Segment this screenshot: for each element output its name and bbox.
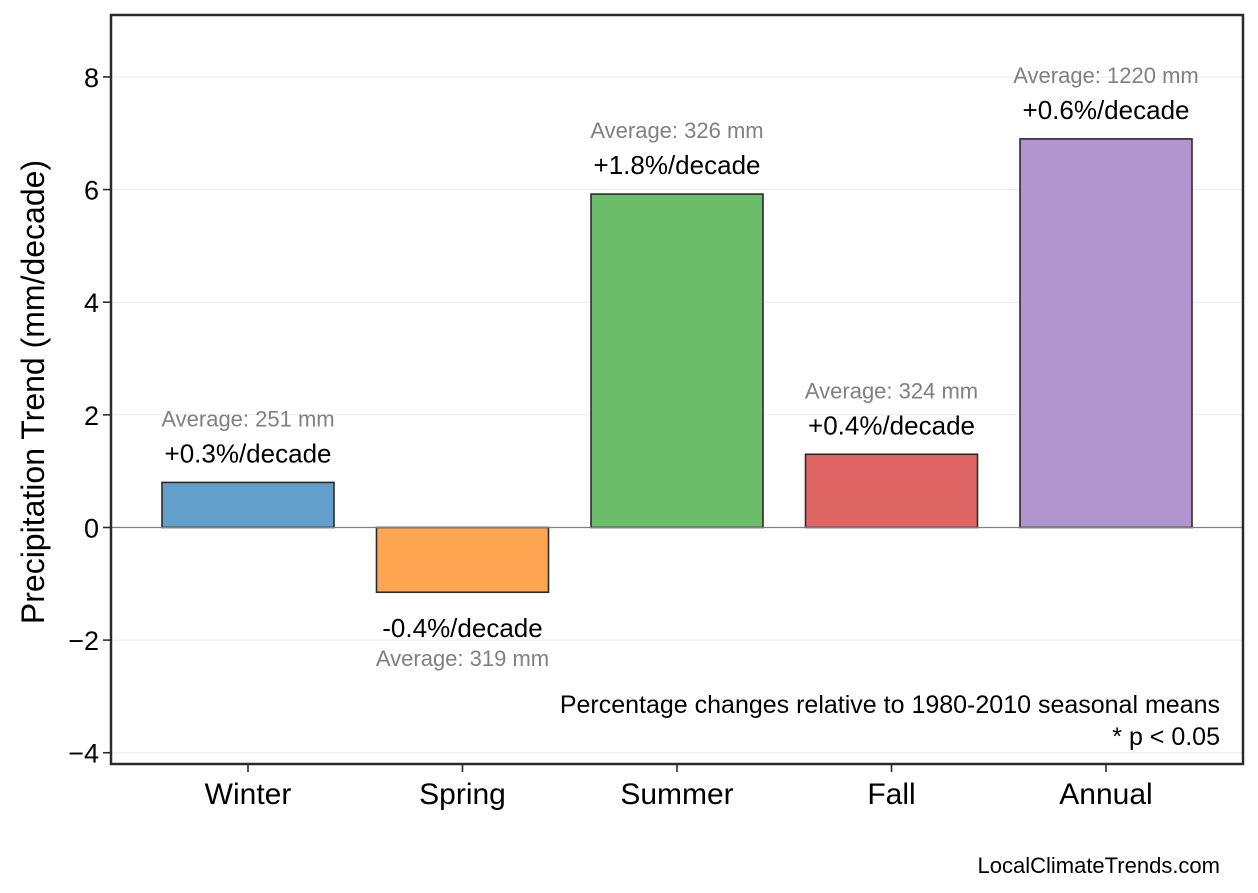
average-label: Average: 251 mm xyxy=(161,406,334,431)
y-axis-label: Precipitation Trend (mm/decade) xyxy=(15,160,51,624)
percent-label: +1.8%/decade xyxy=(594,150,761,180)
average-label: Average: 326 mm xyxy=(590,118,763,143)
percent-label: +0.6%/decade xyxy=(1023,95,1190,125)
y-tick-label: −4 xyxy=(68,739,99,769)
bar-labels: +0.3%/decade Average: 251 mm -0.4%/decade A… xyxy=(161,63,1198,671)
bar-summer xyxy=(590,193,764,529)
x-tick-label: Summer xyxy=(620,778,733,811)
average-label: Average: 1220 mm xyxy=(1013,63,1198,88)
bar-winter xyxy=(161,481,335,529)
y-tick-label: 0 xyxy=(84,513,99,543)
y-tick-label: 6 xyxy=(84,176,99,206)
site-credit: LocalClimateTrends.com xyxy=(978,853,1221,878)
axes: −4 −2 0 2 4 6 8 Winter Spring Summer Fall Annual xyxy=(68,13,1245,811)
percent-label: -0.4%/decade xyxy=(382,613,542,643)
bar-annual xyxy=(1019,138,1193,529)
y-tick-label: 2 xyxy=(84,401,99,431)
x-tick-label: Spring xyxy=(419,778,506,811)
y-tick-label: −2 xyxy=(68,626,99,656)
percent-label: +0.4%/decade xyxy=(808,410,975,440)
annotation-line-1: Percentage changes relative to 1980-2010… xyxy=(560,691,1220,719)
average-label: Average: 319 mm xyxy=(376,646,549,671)
x-tick-label: Winter xyxy=(205,778,292,811)
y-tick-label: 8 xyxy=(84,63,99,93)
y-tick-label: 4 xyxy=(84,288,99,318)
bar-fall xyxy=(804,453,979,529)
average-label: Average: 324 mm xyxy=(805,378,978,403)
bar-spring xyxy=(375,526,550,594)
annotation-line-2: * p < 0.05 xyxy=(1112,723,1220,751)
x-tick-label: Fall xyxy=(867,778,915,811)
percent-label: +0.3%/decade xyxy=(165,438,332,468)
x-tick-label: Annual xyxy=(1059,778,1152,811)
